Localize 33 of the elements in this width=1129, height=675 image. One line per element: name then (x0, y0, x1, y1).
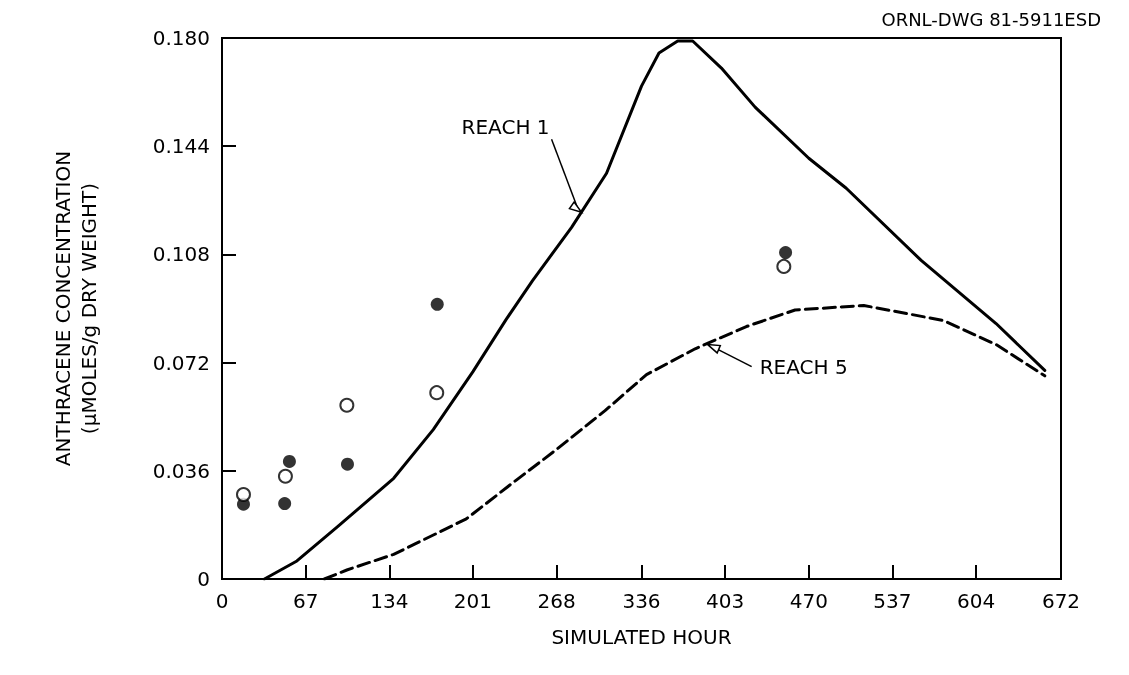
x-tick-label: 470 (789, 589, 828, 613)
text: ORNL-DWG 81-5911ESD (881, 8, 1101, 30)
point (282, 454, 296, 468)
x-tick-label: 537 (873, 589, 912, 613)
y-tick-label: 0.036 (152, 458, 210, 483)
x-tick-label: 672 (1041, 589, 1081, 613)
y-tick-label: 0.180 (152, 26, 210, 50)
point (339, 397, 355, 413)
annotation: REACH 5 (759, 354, 848, 379)
point (278, 497, 292, 511)
y-tick-label: 0.108 (152, 242, 210, 267)
x-tick-label: 201 (453, 589, 493, 613)
point (277, 468, 293, 484)
point (429, 385, 445, 401)
x-tick-label: 67 (292, 589, 319, 613)
x-tick-label: 134 (370, 589, 409, 613)
annotation: REACH 1 (461, 115, 550, 140)
point (340, 457, 354, 471)
point (235, 487, 251, 503)
y-tick-label: 0.144 (152, 134, 210, 159)
y-tick-label: 0.072 (152, 350, 210, 375)
line-series (322, 303, 1047, 581)
x-tick-label: 403 (706, 589, 745, 613)
y-axis-title: ANTHRACENE CONCENTRATION (μMOLES/g DRY WEIGHT) (51, 150, 101, 467)
x-tick-label: 268 (537, 589, 576, 613)
y-tick-label: 0 (197, 567, 210, 591)
point (779, 246, 793, 260)
x-tick-label: 336 (622, 589, 661, 613)
x-tick-label: 0 (215, 589, 229, 613)
point (430, 297, 444, 311)
x-tick-label: 604 (957, 589, 996, 613)
point (776, 258, 792, 274)
x-axis-title: SIMULATED HOUR (551, 625, 732, 649)
